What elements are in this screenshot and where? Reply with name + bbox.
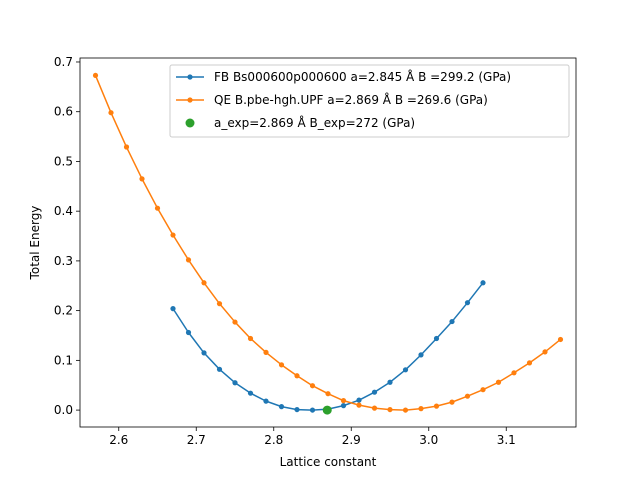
data-point-fb xyxy=(216,366,223,372)
data-point-qe xyxy=(325,391,331,397)
x-tick-label: 3.0 xyxy=(419,433,438,447)
data-point-fb xyxy=(247,390,254,396)
data-point-qe xyxy=(449,399,455,405)
y-tick-label: 0.6 xyxy=(54,105,73,119)
legend-entry-exp: a_exp=2.869 Å B_exp=272 (GPa) xyxy=(185,115,415,130)
y-tick-label: 0.5 xyxy=(54,154,73,168)
data-point-fb xyxy=(263,398,269,404)
plot-area xyxy=(79,57,577,428)
data-point-qe xyxy=(511,370,517,376)
data-point-fb xyxy=(201,350,207,356)
data-point-fb xyxy=(340,403,347,409)
data-point-qe xyxy=(433,403,440,409)
data-point-qe xyxy=(480,387,486,393)
data-point-fb xyxy=(170,306,176,312)
data-point-qe xyxy=(139,176,145,182)
x-tick-label: 2.9 xyxy=(342,433,361,447)
data-point-qe xyxy=(542,349,548,355)
data-point-qe xyxy=(263,349,269,355)
data-point-qe xyxy=(356,402,362,408)
experimental-point xyxy=(322,405,332,415)
x-tick-label: 2.7 xyxy=(187,433,206,447)
data-point-qe xyxy=(387,406,393,413)
axes-frame xyxy=(79,57,577,428)
data-point-qe xyxy=(92,72,99,79)
data-point-fb xyxy=(278,404,285,410)
data-point-qe xyxy=(402,407,409,413)
data-point-fb xyxy=(232,380,238,386)
data-point-qe xyxy=(278,362,285,368)
data-point-qe xyxy=(170,232,176,238)
data-point-fb xyxy=(294,406,300,413)
data-point-qe xyxy=(557,336,564,343)
data-point-fb xyxy=(418,352,424,358)
y-tick-label: 0.2 xyxy=(54,304,73,318)
data-point-fb xyxy=(309,407,316,413)
y-axis-ticks: 0.0 0.1 0.2 0.3 0.4 0.5 0.6 0.7 xyxy=(54,55,80,417)
x-tick-label: 2.6 xyxy=(109,433,128,447)
y-tick-label: 0.7 xyxy=(54,55,73,69)
legend-exp-swatch-dot xyxy=(185,118,195,128)
data-point-fb xyxy=(356,397,362,403)
legend-qe-label: QE B.pbe-hgh.UPF a=2.869 Å B =269.6 (GPa… xyxy=(214,92,488,107)
legend-entry-qe: QE B.pbe-hgh.UPF a=2.869 Å B =269.6 (GPa… xyxy=(176,92,488,107)
data-point-qe xyxy=(464,393,471,399)
data-point-qe xyxy=(185,257,192,263)
legend-exp-label: a_exp=2.869 Å B_exp=272 (GPa) xyxy=(214,115,415,130)
x-axis-label: Lattice constant xyxy=(280,455,377,469)
data-point-qe xyxy=(108,110,114,116)
data-point-qe xyxy=(309,383,316,389)
data-point-qe xyxy=(340,398,347,404)
data-point-qe xyxy=(232,319,238,325)
data-point-fb xyxy=(387,379,393,385)
data-point-qe xyxy=(294,373,300,379)
data-point-qe xyxy=(526,360,533,366)
data-point-qe xyxy=(371,405,378,411)
legend-qe-swatch-dot xyxy=(187,97,193,103)
legend-fb-swatch-dot xyxy=(187,74,193,80)
data-point-qe xyxy=(495,379,502,385)
legend-entry-fb: FB Bs000600p000600 a=2.845 Å B =299.2 (G… xyxy=(176,69,511,84)
y-axis-label: Total Energy xyxy=(28,206,42,281)
data-point-fb xyxy=(464,300,471,306)
data-point-fb xyxy=(433,335,440,342)
data-point-qe xyxy=(418,406,424,412)
data-point-qe xyxy=(154,205,161,211)
data-point-qe xyxy=(201,280,207,286)
legend: FB Bs000600p000600 a=2.845 Å B =299.2 (G… xyxy=(169,64,570,138)
data-point-fb xyxy=(185,329,192,336)
x-axis-ticks: 2.6 2.7 2.8 2.9 3.0 3.1 xyxy=(109,427,516,447)
y-tick-label: 0.4 xyxy=(54,204,73,218)
x-tick-label: 3.1 xyxy=(497,433,516,447)
y-tick-label: 0.1 xyxy=(54,353,73,367)
data-point-fb xyxy=(449,318,455,325)
data-point-fb xyxy=(480,280,486,286)
legend-box xyxy=(169,64,570,138)
y-tick-label: 0.3 xyxy=(54,254,73,268)
data-point-qe xyxy=(247,335,254,342)
legend-fb-label: FB Bs000600p000600 a=2.845 Å B =299.2 (G… xyxy=(214,69,511,84)
data-point-fb xyxy=(371,389,378,395)
data-point-qe xyxy=(216,301,223,307)
x-tick-label: 2.8 xyxy=(264,433,283,447)
data-point-fb xyxy=(402,367,409,373)
data-point-qe xyxy=(123,144,130,150)
y-tick-label: 0.0 xyxy=(54,403,73,417)
